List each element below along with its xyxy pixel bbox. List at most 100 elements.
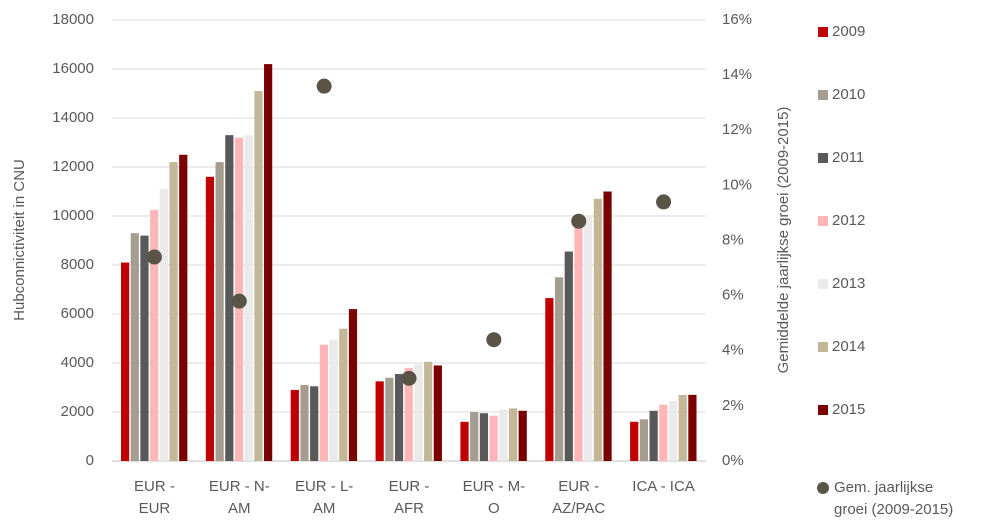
y2-tick-label: 12%	[722, 121, 752, 138]
legend-label: 2009	[832, 23, 866, 40]
dot	[231, 293, 247, 309]
dot	[316, 78, 332, 94]
y-tick-label: 10000	[52, 207, 94, 224]
bar	[385, 377, 394, 461]
legend-label: 2014	[832, 338, 866, 355]
bar	[603, 191, 612, 461]
bar	[130, 233, 139, 461]
x-tick-label: ICA - ICA	[632, 478, 695, 495]
legend-label: 2012	[832, 212, 866, 229]
bar	[433, 365, 442, 461]
y2-tick-label: 14%	[722, 66, 752, 83]
bar	[375, 381, 384, 461]
bar	[479, 413, 489, 461]
bar	[254, 91, 263, 462]
y-tick-label: 14000	[52, 109, 94, 126]
bar	[150, 209, 159, 461]
bar	[678, 394, 687, 461]
bar	[244, 135, 253, 461]
bar	[508, 408, 518, 461]
dot	[486, 332, 502, 348]
bar	[339, 328, 348, 461]
bar	[564, 251, 573, 461]
legend-swatch	[818, 216, 828, 226]
y-tick-label: 12000	[52, 158, 94, 175]
bar	[639, 419, 649, 461]
legend-label: Gem. jaarlijkse groei (2009-2015)	[834, 479, 954, 518]
bar	[264, 64, 273, 461]
bar	[159, 189, 168, 462]
bar	[518, 410, 527, 461]
legend-label: 2011	[832, 149, 865, 166]
bar	[329, 339, 338, 461]
legend-swatch	[818, 405, 828, 415]
dot	[656, 194, 672, 210]
bar	[348, 309, 358, 461]
dot	[571, 213, 587, 229]
legend-swatch	[817, 482, 829, 494]
legend-label: 2010	[832, 86, 866, 103]
legend-label: 2013	[832, 275, 866, 292]
bar	[290, 389, 299, 461]
x-tick-label: EUR - AFR	[388, 478, 430, 517]
bar	[649, 410, 658, 461]
bar	[300, 385, 309, 461]
bar	[545, 298, 554, 461]
y-tick-label: 0	[86, 452, 94, 469]
x-tick-label: EUR - AZ/PAC	[552, 478, 606, 517]
y2-tick-label: 0%	[722, 452, 744, 469]
bar	[215, 162, 224, 461]
bar	[584, 216, 593, 461]
y2-tick-label: 8%	[722, 231, 744, 248]
y-tick-label: 18000	[52, 11, 94, 28]
x-tick-label: EUR - N- AM	[208, 478, 270, 517]
y-tick-label: 6000	[61, 305, 94, 322]
y-tick-label: 8000	[61, 256, 94, 273]
legend-swatch	[818, 27, 828, 37]
bar	[554, 277, 564, 461]
dot	[401, 370, 417, 386]
bar	[630, 421, 639, 461]
y-tick-label: 2000	[61, 403, 94, 420]
bar	[310, 386, 319, 461]
legend-swatch	[818, 153, 828, 163]
y-axis-title: Hubconnictiviteit in CNU	[11, 159, 28, 321]
bar	[225, 135, 234, 461]
bar	[593, 198, 602, 461]
bar	[414, 364, 423, 461]
bar	[404, 367, 413, 461]
bar	[668, 400, 678, 461]
bar	[499, 409, 508, 461]
bar	[205, 176, 215, 462]
bar	[120, 262, 130, 461]
x-tick-label: EUR - M- O	[462, 478, 526, 517]
y2-tick-label: 2%	[722, 397, 744, 414]
bar	[470, 412, 479, 461]
legend-swatch	[818, 279, 828, 289]
y2-tick-label: 16%	[722, 11, 752, 28]
bar	[574, 224, 583, 461]
x-tick-label: EUR - EUR	[134, 478, 175, 517]
bar	[489, 415, 498, 461]
bar	[179, 154, 188, 461]
legend-swatch	[818, 342, 828, 352]
y2-axis-title: Gemiddelde jaarlijkse groei (2009-2015)	[775, 107, 792, 374]
bar	[460, 421, 469, 461]
y-tick-label: 16000	[52, 60, 94, 77]
y2-tick-label: 4%	[722, 342, 744, 359]
bar	[659, 404, 668, 461]
bar	[394, 374, 404, 461]
bar	[688, 394, 697, 461]
bar	[140, 235, 149, 461]
x-tick-label: EUR - L- AM	[294, 478, 354, 517]
legend-label: 2015	[832, 401, 866, 418]
legend-swatch	[818, 90, 828, 100]
bar	[169, 162, 178, 461]
dot	[146, 249, 162, 265]
y-tick-label: 4000	[61, 354, 94, 371]
bar	[424, 361, 433, 461]
y2-tick-label: 10%	[722, 176, 752, 193]
bar	[319, 344, 328, 461]
